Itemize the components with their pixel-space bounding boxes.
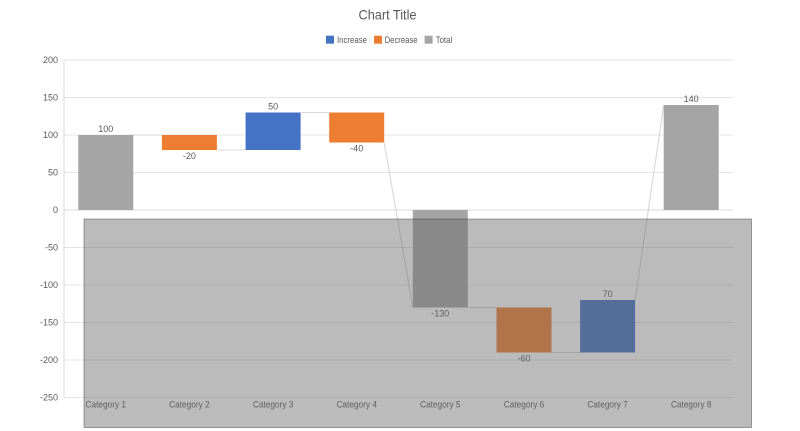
- svg-text:0: 0: [53, 205, 58, 215]
- svg-text:Category 7: Category 7: [587, 400, 628, 410]
- svg-text:-200: -200: [40, 355, 58, 365]
- svg-text:-150: -150: [40, 318, 58, 328]
- svg-text:Category 8: Category 8: [671, 400, 712, 410]
- svg-text:Category 4: Category 4: [336, 400, 377, 410]
- svg-text:100: 100: [98, 124, 113, 134]
- svg-text:-20: -20: [183, 151, 196, 161]
- svg-text:-130: -130: [431, 309, 449, 319]
- svg-text:-100: -100: [40, 280, 58, 290]
- svg-text:Category 3: Category 3: [253, 400, 294, 410]
- svg-text:Category 2: Category 2: [169, 400, 210, 410]
- svg-text:Category 6: Category 6: [504, 400, 545, 410]
- svg-text:50: 50: [268, 102, 278, 112]
- svg-text:150: 150: [43, 93, 58, 103]
- svg-text:Increase: Increase: [337, 35, 367, 45]
- svg-text:Chart Title: Chart Title: [359, 7, 417, 23]
- svg-text:Category 1: Category 1: [86, 400, 127, 410]
- svg-text:Total: Total: [436, 35, 453, 45]
- svg-text:Decrease: Decrease: [385, 35, 418, 45]
- svg-text:200: 200: [43, 55, 58, 65]
- svg-text:-40: -40: [350, 144, 363, 154]
- svg-text:Category 5: Category 5: [420, 400, 461, 410]
- svg-text:-250: -250: [40, 393, 58, 403]
- svg-text:50: 50: [48, 168, 58, 178]
- svg-text:-60: -60: [517, 354, 530, 364]
- svg-text:100: 100: [43, 130, 58, 140]
- svg-text:-50: -50: [45, 243, 58, 253]
- svg-text:140: 140: [684, 94, 699, 104]
- svg-text:70: 70: [603, 289, 613, 299]
